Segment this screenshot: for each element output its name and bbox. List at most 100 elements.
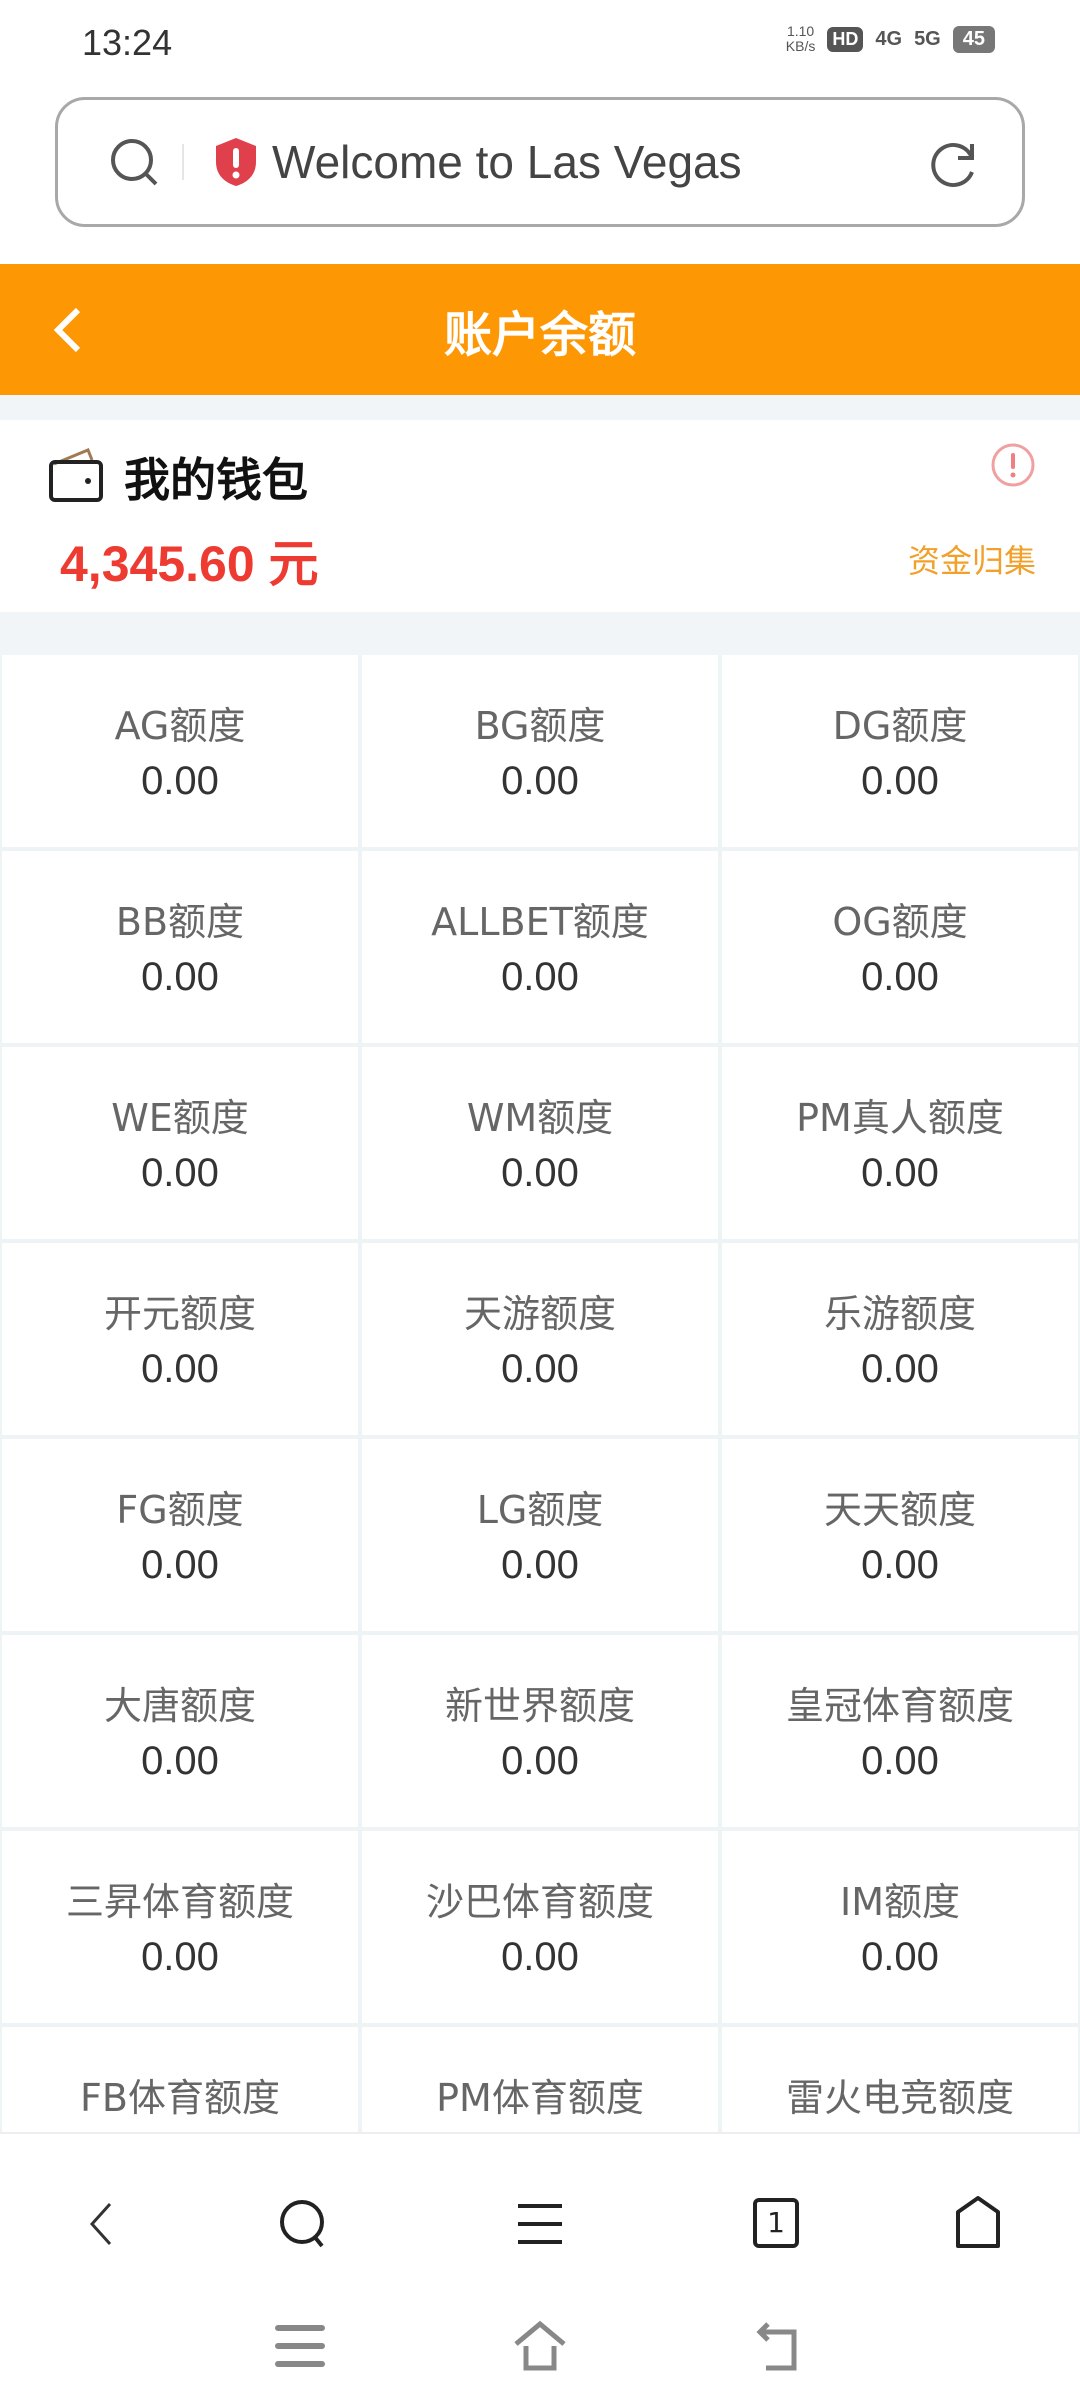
platform-balance: 0.00 [501,1739,579,1783]
search-icon[interactable] [106,134,162,190]
back-icon[interactable] [72,2194,132,2254]
page-title[interactable]: Welcome to Las Vegas [272,136,742,188]
platform-balance: 0.00 [501,759,579,803]
platform-label: 开元额度 [103,1292,256,1336]
balance-cell: PM体育额度 [362,2027,718,2132]
app-header: 账户余额 [0,264,1080,395]
platform-label: LG额度 [476,1488,604,1532]
balance-cell: 雷火电竞额度 [722,2027,1078,2132]
balance-cell: IM额度 0.00 [722,1831,1078,2023]
platform-balance: 0.00 [141,955,219,999]
hd-icon: HD [827,26,864,52]
signal-4g-icon: 4G [875,27,903,50]
platform-label: 乐游额度 [823,1292,976,1336]
address-bar[interactable]: Welcome to Las Vegas [55,97,1025,227]
network-speed: 1.10 KB/s [785,23,816,54]
platform-balance: 0.00 [861,1935,939,1979]
menu-icon[interactable] [510,2194,570,2254]
wallet-balance: 4,345.60 元 [60,536,319,592]
system-back-icon[interactable] [752,2320,808,2372]
platform-label: WM额度 [466,1096,614,1140]
platform-balance: 0.00 [501,955,579,999]
status-bar: 13:24 1.10 KB/s HD 4G 5G 45 [0,0,1080,90]
platform-balance: 0.00 [141,1151,219,1195]
balance-cell: 三昇体育额度 0.00 [2,1831,358,2023]
balance-cell: WE额度 0.00 [2,1047,358,1239]
wallet-title: 我的钱包 [124,453,308,507]
balance-grid: AG额度 0.00 BG额度 0.00 DG额度 0.00 BB额度 0.00 ALLBET额度… [0,655,1080,2132]
platform-balance: 0.00 [141,1935,219,1979]
platform-balance: 0.00 [501,1543,579,1587]
platform-label: WE额度 [111,1096,249,1140]
platform-balance: 0.00 [141,1739,219,1783]
signal-5g-icon: 5G [914,27,941,50]
info-icon[interactable] [990,442,1036,488]
balance-cell: FB体育额度 [2,2027,358,2132]
balance-cell: 大唐额度 0.00 [2,1635,358,1827]
search-icon[interactable] [274,2194,334,2254]
platform-balance: 0.00 [501,1151,579,1195]
platform-label: FG额度 [116,1488,244,1532]
platform-label: PM真人额度 [796,1096,1004,1140]
platform-balance: 0.00 [501,1935,579,1979]
platform-balance: 0.00 [141,1347,219,1391]
balance-cell: LG额度 0.00 [362,1439,718,1631]
platform-balance: 0.00 [861,1347,939,1391]
balance-cell: 天天额度 0.00 [722,1439,1078,1631]
platform-balance: 0.00 [861,955,939,999]
balance-cell: FG额度 0.00 [2,1439,358,1631]
platform-label: AG额度 [114,704,246,748]
spacer [0,395,1080,420]
back-icon[interactable] [48,304,88,356]
platform-balance: 0.00 [861,1543,939,1587]
balance-cell: 沙巴体育额度 0.00 [362,1831,718,2023]
balance-cell: PM真人额度 0.00 [722,1047,1078,1239]
balance-cell: 开元额度 0.00 [2,1243,358,1435]
recent-apps-icon[interactable] [272,2320,328,2372]
platform-balance: 0.00 [501,1347,579,1391]
balance-cell: ALLBET额度 0.00 [362,851,718,1043]
balance-cell: 乐游额度 0.00 [722,1243,1078,1435]
platform-label: 大唐额度 [103,1684,256,1728]
platform-label: BB额度 [115,900,245,944]
balance-cell: DG额度 0.00 [722,655,1078,847]
platform-balance: 0.00 [861,759,939,803]
platform-label: 皇冠体育额度 [785,1684,1014,1728]
balance-cell: 天游额度 0.00 [362,1243,718,1435]
platform-label: 雷火电竞额度 [785,2076,1014,2120]
balance-cell: BG额度 0.00 [362,655,718,847]
platform-balance: 0.00 [861,1151,939,1195]
balance-cell: AG额度 0.00 [2,655,358,847]
platform-label: IM额度 [840,1880,960,1924]
platform-label: 沙巴体育额度 [425,1880,654,1924]
platform-label: BG额度 [474,704,606,748]
home-icon[interactable] [948,2194,1008,2254]
platform-label: 天天额度 [823,1488,976,1532]
balance-cell: BB额度 0.00 [2,851,358,1043]
collect-funds-button[interactable]: 资金归集 [907,542,1036,580]
page-heading: 账户余额 [443,306,636,363]
battery-icon: 45 [952,25,995,53]
platform-balance: 0.00 [141,759,219,803]
browser-toolbar: 1 [0,2132,1080,2408]
reload-icon[interactable] [926,136,982,192]
tab-count: 1 [753,2198,799,2248]
platform-label: 天游额度 [463,1292,616,1336]
platform-label: DG额度 [832,704,968,748]
platform-label: PM体育额度 [436,2076,644,2120]
platform-label: 新世界额度 [444,1684,635,1728]
balance-cell: WM额度 0.00 [362,1047,718,1239]
wallet-icon [49,448,103,502]
shield-warning-icon [216,138,256,186]
balance-cell: 新世界额度 0.00 [362,1635,718,1827]
platform-label: ALLBET额度 [431,900,649,944]
spacer [0,612,1080,657]
clock: 13:24 [82,22,173,63]
platform-label: OG额度 [832,900,968,944]
platform-balance: 0.00 [141,1543,219,1587]
system-home-icon[interactable] [512,2320,568,2372]
platform-label: 三昇体育额度 [65,1880,294,1924]
balance-cell: OG额度 0.00 [722,851,1078,1043]
divider [182,144,184,180]
tabs-button[interactable]: 1 [746,2194,806,2254]
